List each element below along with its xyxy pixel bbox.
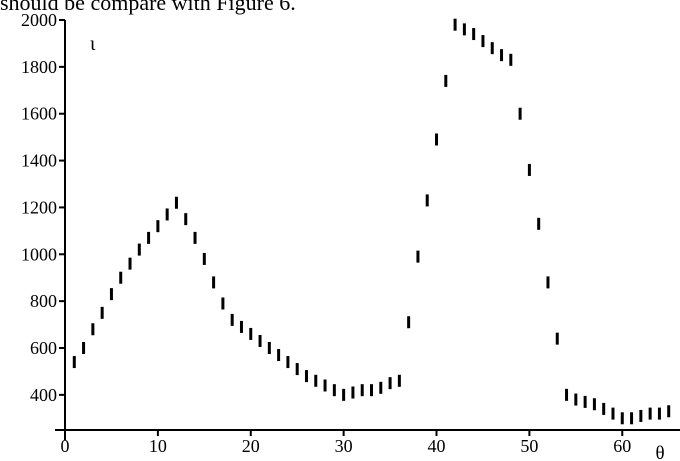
data-point — [639, 409, 643, 422]
data-point — [193, 231, 197, 244]
data-point — [370, 384, 373, 397]
x-tick-label: 40 — [428, 436, 446, 456]
data-point — [657, 407, 661, 420]
data-point — [82, 342, 86, 354]
data-point — [555, 332, 559, 345]
data-point — [109, 288, 113, 301]
data-point — [239, 320, 243, 333]
data-point — [592, 398, 596, 411]
x-tick-label: 20 — [242, 436, 260, 456]
y-tick-label: 1400 — [21, 151, 57, 171]
data-point — [546, 276, 550, 289]
data-point — [527, 163, 531, 176]
data-point — [286, 356, 290, 369]
data-point — [72, 356, 76, 369]
data-point — [212, 276, 216, 289]
data-point — [397, 374, 401, 387]
data-point — [156, 220, 160, 233]
y-tick-label: 1200 — [21, 197, 57, 217]
data-point — [425, 194, 429, 207]
data-point — [221, 297, 225, 310]
x-tick-label: 30 — [335, 436, 353, 456]
data-point — [388, 377, 392, 390]
data-point — [360, 384, 364, 397]
y-axis-label: ι — [90, 33, 96, 55]
data-point — [267, 342, 271, 354]
data-point — [462, 23, 466, 36]
data-point — [490, 42, 494, 55]
x-tick-label: 60 — [613, 436, 631, 456]
y-axis-ticks: 400 600 800 1000 1200 1400 1600 1800 2000 — [21, 10, 65, 405]
x-axis-ticks: 0 10 20 30 40 50 60 — [61, 430, 631, 456]
data-point — [295, 363, 299, 376]
y-tick-label: 1600 — [21, 104, 57, 124]
data-point — [416, 250, 420, 263]
data-point — [583, 395, 587, 408]
data-point — [453, 18, 457, 31]
axes — [55, 20, 680, 440]
data-point — [230, 313, 234, 326]
y-tick-label: 800 — [30, 291, 57, 311]
data-point — [648, 407, 652, 420]
data-point — [407, 316, 411, 329]
data-point — [537, 217, 541, 230]
y-tick-label: 1800 — [21, 57, 57, 77]
data-point — [147, 231, 151, 244]
data-point — [202, 252, 206, 265]
data-point — [435, 133, 439, 146]
data-points — [72, 18, 671, 425]
data-point — [472, 28, 476, 41]
data-point — [342, 388, 346, 401]
data-point — [323, 379, 327, 392]
figure-caption: should be compare with Figure 6. — [0, 0, 296, 15]
x-axis-label: θ — [655, 443, 664, 461]
y-tick-label: 2000 — [21, 10, 57, 30]
x-tick-label: 50 — [520, 436, 538, 456]
data-point — [481, 35, 485, 48]
data-point — [137, 243, 141, 256]
data-point — [165, 208, 169, 221]
data-point — [249, 327, 253, 340]
data-point — [602, 402, 606, 415]
data-point — [304, 370, 308, 383]
data-point — [620, 412, 624, 425]
y-tick-label: 600 — [30, 338, 57, 358]
data-point — [119, 271, 123, 284]
data-point — [574, 393, 578, 406]
x-tick-label: 10 — [149, 436, 167, 456]
data-point — [611, 407, 615, 420]
data-point — [258, 334, 262, 347]
data-point — [500, 49, 504, 62]
data-point — [91, 323, 95, 336]
data-point — [128, 257, 132, 270]
data-point — [518, 107, 522, 120]
x-tick-label: 0 — [61, 436, 70, 456]
data-point — [174, 196, 178, 209]
data-point — [184, 213, 188, 226]
data-point — [630, 412, 634, 425]
data-point — [351, 386, 355, 399]
data-point — [444, 74, 448, 87]
data-point — [277, 349, 281, 362]
data-point — [332, 384, 336, 397]
data-point — [379, 381, 383, 394]
data-point — [565, 388, 569, 401]
data-point — [509, 53, 513, 66]
data-point — [314, 374, 318, 387]
y-tick-label: 1000 — [21, 244, 57, 264]
y-tick-label: 400 — [30, 385, 57, 405]
data-point — [667, 405, 671, 418]
data-point — [100, 306, 104, 319]
